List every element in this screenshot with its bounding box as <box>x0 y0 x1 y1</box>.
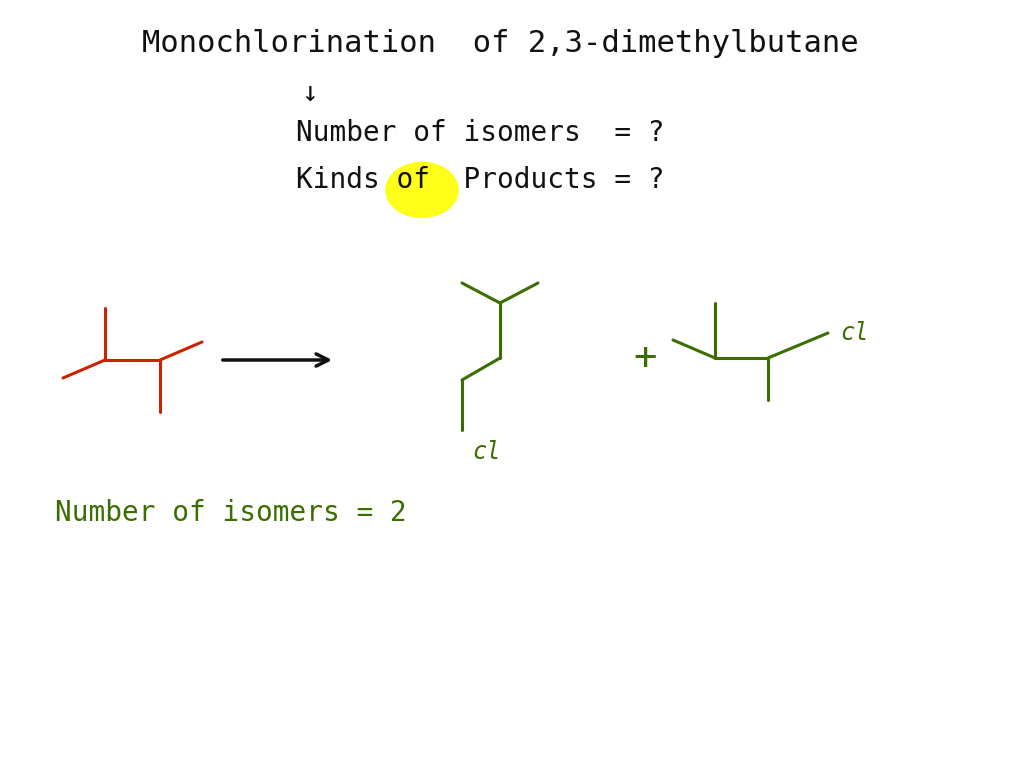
Text: cl: cl <box>840 321 868 345</box>
Text: cl: cl <box>472 440 501 464</box>
Text: Kinds of  Products = ?: Kinds of Products = ? <box>296 166 665 194</box>
Text: Number of isomers = 2: Number of isomers = 2 <box>55 499 407 527</box>
Text: Number of isomers  = ?: Number of isomers = ? <box>296 119 665 147</box>
Ellipse shape <box>386 163 458 217</box>
Text: +: + <box>633 339 656 377</box>
Text: Monochlorination  of 2,3-dimethylbutane: Monochlorination of 2,3-dimethylbutane <box>141 28 858 58</box>
Text: ↓: ↓ <box>302 79 318 107</box>
